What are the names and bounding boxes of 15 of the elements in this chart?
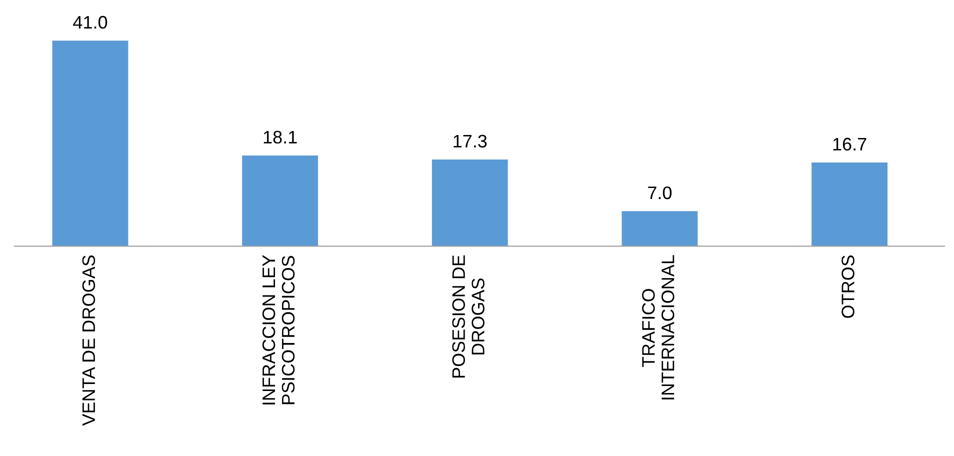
data-label: 7.0 xyxy=(648,186,672,200)
bar xyxy=(812,162,888,246)
x-tick-label: POSESION DE DROGAS xyxy=(452,255,484,378)
data-label: 41.0 xyxy=(73,16,108,29)
data-label: 18.1 xyxy=(264,130,297,144)
x-tick-label: INFRACCION LEY PSICOTROPICOS xyxy=(262,254,295,404)
bar xyxy=(242,155,318,246)
x-tick-label: VENTA DE DROGAS xyxy=(82,255,96,426)
data-label: 16.7 xyxy=(833,138,866,151)
data-label: 17.3 xyxy=(454,134,487,148)
bar xyxy=(622,211,698,246)
x-tick-label: TRAFICO INTERNACIONAL xyxy=(642,255,674,400)
x-tick-label: OTROS xyxy=(842,255,854,318)
bar xyxy=(432,159,508,246)
bar xyxy=(52,40,128,246)
